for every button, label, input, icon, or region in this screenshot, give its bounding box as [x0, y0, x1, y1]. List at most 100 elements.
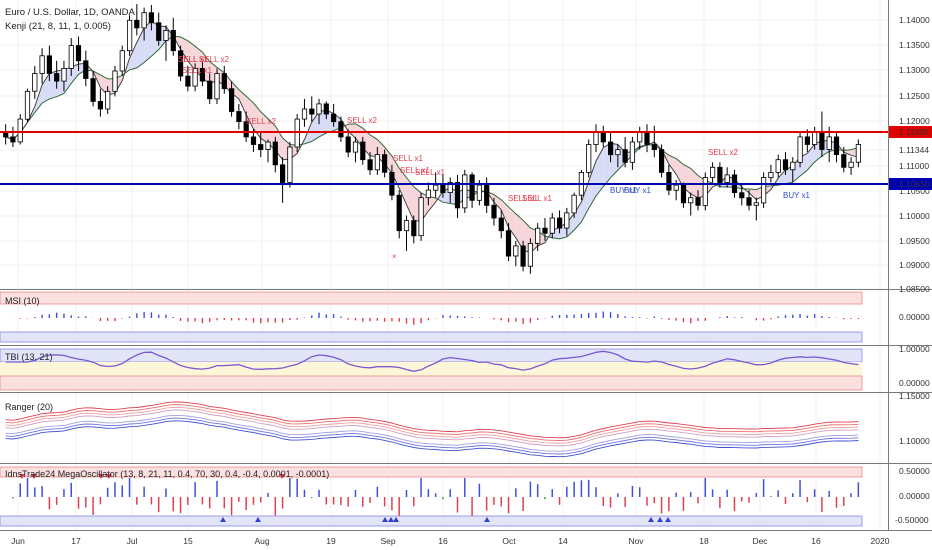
- candle: [32, 65, 38, 99]
- time-tick-label: 14: [558, 536, 568, 546]
- candle: [804, 129, 811, 153]
- candle: [578, 169, 585, 201]
- candle: [156, 12, 162, 46]
- support-price-tag: 1.10650: [889, 178, 932, 190]
- kenji-bands: [5, 20, 859, 254]
- tbi-tick-0: 1.00000: [899, 344, 930, 354]
- price-tick-label: 1.11344: [899, 145, 929, 155]
- candle: [236, 103, 242, 130]
- candle: [228, 81, 235, 117]
- price-axis[interactable]: 1.14000 1.13500 1.13000 1.12500 1.12000 1.113…: [899, 15, 930, 294]
- candle: [542, 218, 548, 241]
- time-tick-label: 2020: [871, 536, 890, 546]
- candle: [571, 192, 577, 219]
- candle: [323, 101, 329, 120]
- price-tick-label: 1.14000: [899, 15, 930, 25]
- price-tick-label: 1.13000: [899, 65, 930, 75]
- mega-oscillator-pane: [0, 466, 863, 527]
- mega-oscillator-label: IdnsTrade24 MegaOscillator (13, 8, 21, 1…: [5, 469, 329, 479]
- candle: [513, 240, 519, 267]
- candle: [214, 68, 220, 104]
- candle: [833, 131, 840, 163]
- candle: [527, 238, 534, 274]
- candle: [535, 223, 541, 251]
- sell-signal-label: SELL x1: [415, 168, 445, 177]
- candle: [520, 240, 526, 272]
- candle: [469, 172, 475, 208]
- sell-marker-icon: [279, 474, 285, 479]
- candle: [68, 38, 74, 77]
- buy-marker-icon: [388, 517, 394, 522]
- candle: [775, 154, 781, 178]
- candle: [768, 164, 774, 183]
- time-tick-label: Jun: [11, 536, 25, 546]
- kenji-indicator-label: Kenji (21, 8, 11, 1, 0.005): [5, 21, 111, 32]
- time-axis[interactable]: Jun 17 Jul 15 Aug 19 Sep 16 Oct 14 Nov 18 Dec 16 2020: [11, 536, 890, 546]
- candle: [680, 182, 687, 208]
- candle: [265, 139, 271, 163]
- sell-signal-label: SELL x1: [182, 66, 212, 75]
- candle: [484, 177, 490, 213]
- candle: [666, 164, 672, 196]
- candle: [97, 88, 103, 117]
- candle: [491, 197, 497, 226]
- candle: [462, 169, 468, 213]
- time-tick-label: Nov: [628, 536, 644, 546]
- buy-signal-label: BUY x1: [624, 186, 652, 195]
- candle: [586, 139, 592, 178]
- candle: [148, 5, 154, 31]
- candle: [710, 162, 716, 183]
- pane-separators: [0, 0, 932, 531]
- buy-marker-icon: [220, 517, 226, 522]
- candle: [440, 174, 446, 198]
- mega-tick-0: 0.50000: [899, 466, 930, 476]
- sell-marker-icon: [106, 474, 112, 479]
- price-tick-label: 1.09000: [899, 260, 930, 270]
- candle: [608, 131, 614, 163]
- candle: [250, 129, 257, 153]
- ranger-label: Ranger (20): [5, 402, 53, 412]
- resistance-price-text: 1.11695: [899, 127, 929, 137]
- candle: [659, 144, 665, 178]
- candle: [207, 73, 213, 104]
- sell-signal-label: SELL x1: [400, 166, 430, 175]
- time-tick-label: Dec: [752, 536, 768, 546]
- candle: [651, 125, 657, 158]
- candle: [258, 131, 264, 158]
- price-tick-label: 1.12000: [899, 116, 930, 126]
- time-tick-label: 17: [71, 536, 81, 546]
- candle: [593, 124, 599, 153]
- candle: [330, 103, 337, 127]
- candle: [418, 192, 424, 241]
- candle: [10, 126, 16, 148]
- candle: [702, 172, 708, 211]
- sell-marker-icon: [98, 474, 104, 479]
- buy-marker-icon: [665, 517, 671, 522]
- candle: [119, 45, 125, 77]
- candle: [54, 60, 60, 89]
- sell-signal-label: SELL x1: [178, 55, 208, 64]
- candle: [177, 45, 184, 82]
- candle: [841, 147, 847, 173]
- time-tick-label: 16: [811, 536, 821, 546]
- buy-marker-icon: [382, 517, 388, 522]
- candle: [848, 157, 854, 175]
- price-tick-label: 1.10000: [899, 211, 930, 221]
- candle: [192, 63, 198, 92]
- price-tick-label: 1.12500: [899, 91, 930, 101]
- price-tick-label: 1.09500: [899, 236, 930, 246]
- kenji-fast-line: [5, 20, 859, 254]
- candle: [46, 45, 53, 82]
- tbi-tick-1: 0.00000: [899, 378, 930, 388]
- ranger-tick-0: 1.15000: [899, 391, 930, 401]
- candle: [753, 197, 759, 221]
- sell-signal-label: SELL x1: [178, 55, 208, 64]
- candle: [301, 98, 308, 127]
- buy-marker-icon: [648, 517, 654, 522]
- candle: [17, 114, 23, 145]
- candle: [411, 215, 417, 244]
- candle: [24, 88, 31, 122]
- price-tick-label: 1.10500: [899, 186, 930, 196]
